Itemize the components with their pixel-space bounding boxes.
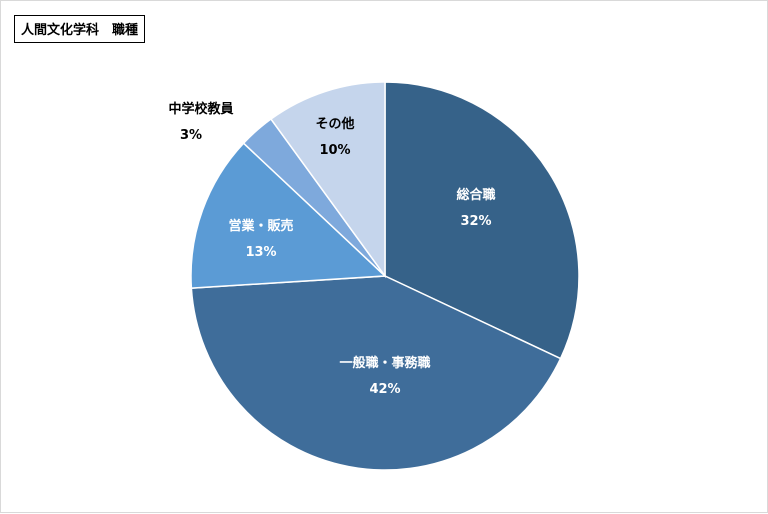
- slice-value-label: 10%: [319, 143, 350, 158]
- pie-slice: [190, 142, 387, 289]
- slice-category-label: 一般職・事務職: [339, 355, 430, 371]
- slice-value-label: 32%: [460, 214, 491, 229]
- slice-category-label: その他: [315, 116, 354, 132]
- slice-value-label: 13%: [245, 245, 276, 260]
- pie-slice: [190, 275, 562, 471]
- slice-category-label: 営業・販売: [228, 218, 293, 234]
- slice-category-label: 総合職: [456, 187, 495, 203]
- pie-slice: [269, 81, 386, 279]
- slice-category-label: 中学校教員: [168, 101, 233, 117]
- slice-value-label: 42%: [369, 382, 400, 397]
- pie-slice: [384, 81, 580, 360]
- chart-title: 人間文化学科 職種: [14, 15, 146, 43]
- slice-value-label: 3%: [180, 128, 202, 143]
